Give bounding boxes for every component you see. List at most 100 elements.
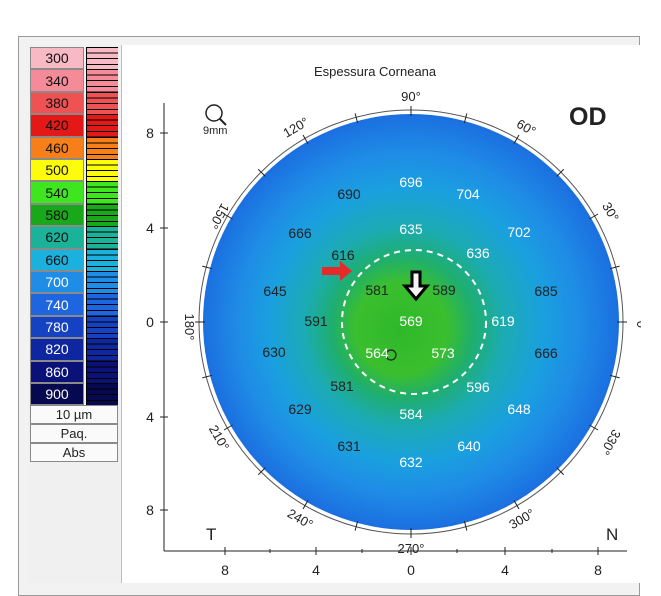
scale-swatch: 500: [30, 159, 84, 182]
scale-swatch: 820: [30, 338, 84, 361]
x-tick-label: 4: [501, 562, 509, 578]
angle-tick: [609, 374, 620, 379]
thickness-value: 591: [304, 313, 328, 329]
thickness-value: 616: [331, 247, 355, 263]
scale-ticks: [86, 69, 118, 92]
thickness-value: 596: [466, 379, 490, 395]
angle-label: 30°: [599, 199, 622, 224]
angle-tick: [513, 500, 520, 510]
zoom-label: 9mm: [203, 125, 228, 137]
thickness-value: 666: [534, 345, 558, 361]
angle-tick: [589, 424, 599, 431]
scale-swatch: 700: [30, 271, 84, 294]
thickness-value: 696: [399, 174, 423, 190]
scale-swatch: 860: [30, 360, 84, 383]
scale-ticks: [86, 226, 118, 249]
central-zone-circle: [341, 249, 487, 395]
scale-swatch: 540: [30, 181, 84, 204]
angle-tick: [257, 467, 266, 476]
thickness-map-panel: 8 4 0 4 8 8 4 0 4 8 696 690 704 666 635 702 616 636 645 58…: [121, 45, 641, 583]
angle-label: 90°: [401, 89, 421, 104]
angle-tick: [556, 168, 565, 177]
black-arrow-icon: [401, 270, 431, 302]
scale-swatch: 340: [30, 69, 84, 92]
angle-label: 240°: [285, 506, 316, 532]
scale-swatch: 300: [30, 47, 84, 70]
scale-swatch: 460: [30, 136, 84, 159]
y-tick-label: 8: [146, 502, 154, 518]
scale-swatch: 660: [30, 248, 84, 271]
angle-tick: [202, 374, 213, 379]
red-arrow-icon: [322, 261, 352, 281]
scale-ticks: [86, 271, 118, 294]
thickness-value: 564: [365, 345, 389, 361]
temporal-label: T: [206, 525, 217, 544]
thickness-value: 619: [491, 313, 515, 329]
thickness-value: 631: [337, 438, 361, 454]
angle-tick: [223, 213, 233, 220]
scale-ticks: [86, 315, 118, 339]
angle-tick: [589, 213, 599, 220]
angle-tick: [609, 265, 620, 270]
scale-ticks: [86, 91, 118, 115]
scale-swatch: 580: [30, 203, 84, 227]
angle-tick: [513, 134, 520, 144]
color-scale-panel: 300 340 380 420 460 500 540 580 620 660 700 740 780 8…: [28, 45, 120, 583]
angle-tick: [202, 265, 213, 270]
map-title: Espessura Corneana: [314, 64, 437, 79]
angle-tick: [257, 168, 266, 177]
angle-tick: [556, 467, 565, 476]
thickness-value: 581: [330, 378, 354, 394]
thickness-value: 648: [507, 401, 531, 417]
thickness-value: 581: [365, 282, 389, 298]
step-label: 10 µm: [30, 405, 118, 425]
angle-tick: [354, 113, 359, 124]
angle-label: 60°: [514, 116, 539, 139]
thickness-value: 632: [399, 454, 423, 470]
thickness-value: 569: [399, 313, 423, 329]
y-tick-label: 4: [146, 220, 154, 236]
mode-button-abs[interactable]: Abs: [30, 443, 118, 463]
scale-swatch: 420: [30, 114, 84, 137]
thickness-value: 690: [337, 186, 361, 202]
thickness-value: 589: [432, 282, 456, 298]
scale-ticks: [86, 360, 118, 383]
scale-ticks: [86, 47, 118, 70]
thickness-value: 702: [507, 224, 531, 240]
angle-tick: [302, 500, 309, 510]
angle-label: 180°: [182, 314, 197, 341]
thickness-value: 640: [457, 438, 481, 454]
x-tick-label: 8: [594, 562, 602, 578]
scale-ticks: [86, 181, 118, 204]
thickness-value: 636: [466, 245, 490, 261]
thickness-value: 630: [262, 344, 286, 360]
angle-label: 330°: [597, 427, 623, 458]
y-tick-label: 0: [146, 314, 154, 330]
thickness-value: 584: [399, 406, 423, 422]
thickness-value: 685: [534, 283, 558, 299]
thickness-value: 629: [288, 401, 312, 417]
angle-tick: [463, 113, 468, 124]
x-tick-label: 0: [407, 562, 415, 578]
scale-ticks: [86, 293, 118, 316]
scale-swatch: 780: [30, 315, 84, 339]
y-tick-label: 8: [146, 125, 154, 141]
y-tick-label: 4: [146, 409, 154, 425]
thickness-value: 704: [456, 186, 480, 202]
thickness-value: 666: [288, 225, 312, 241]
thickness-value: 645: [263, 283, 287, 299]
angle-label: 300°: [506, 506, 537, 532]
scale-ticks: [86, 338, 118, 361]
nasal-label: N: [606, 525, 619, 544]
mode-button-paq[interactable]: Paq.: [30, 424, 118, 444]
scale-swatch: 620: [30, 226, 84, 249]
thickness-value: 635: [399, 221, 423, 237]
thickness-disk: [203, 114, 619, 530]
angle-tick: [463, 520, 468, 531]
x-tick-label: 4: [312, 562, 320, 578]
scale-ticks: [86, 383, 118, 406]
scale-ticks: [86, 248, 118, 271]
scale-ticks: [86, 159, 118, 182]
x-tick-label: 8: [221, 562, 229, 578]
angle-tick: [354, 520, 359, 531]
